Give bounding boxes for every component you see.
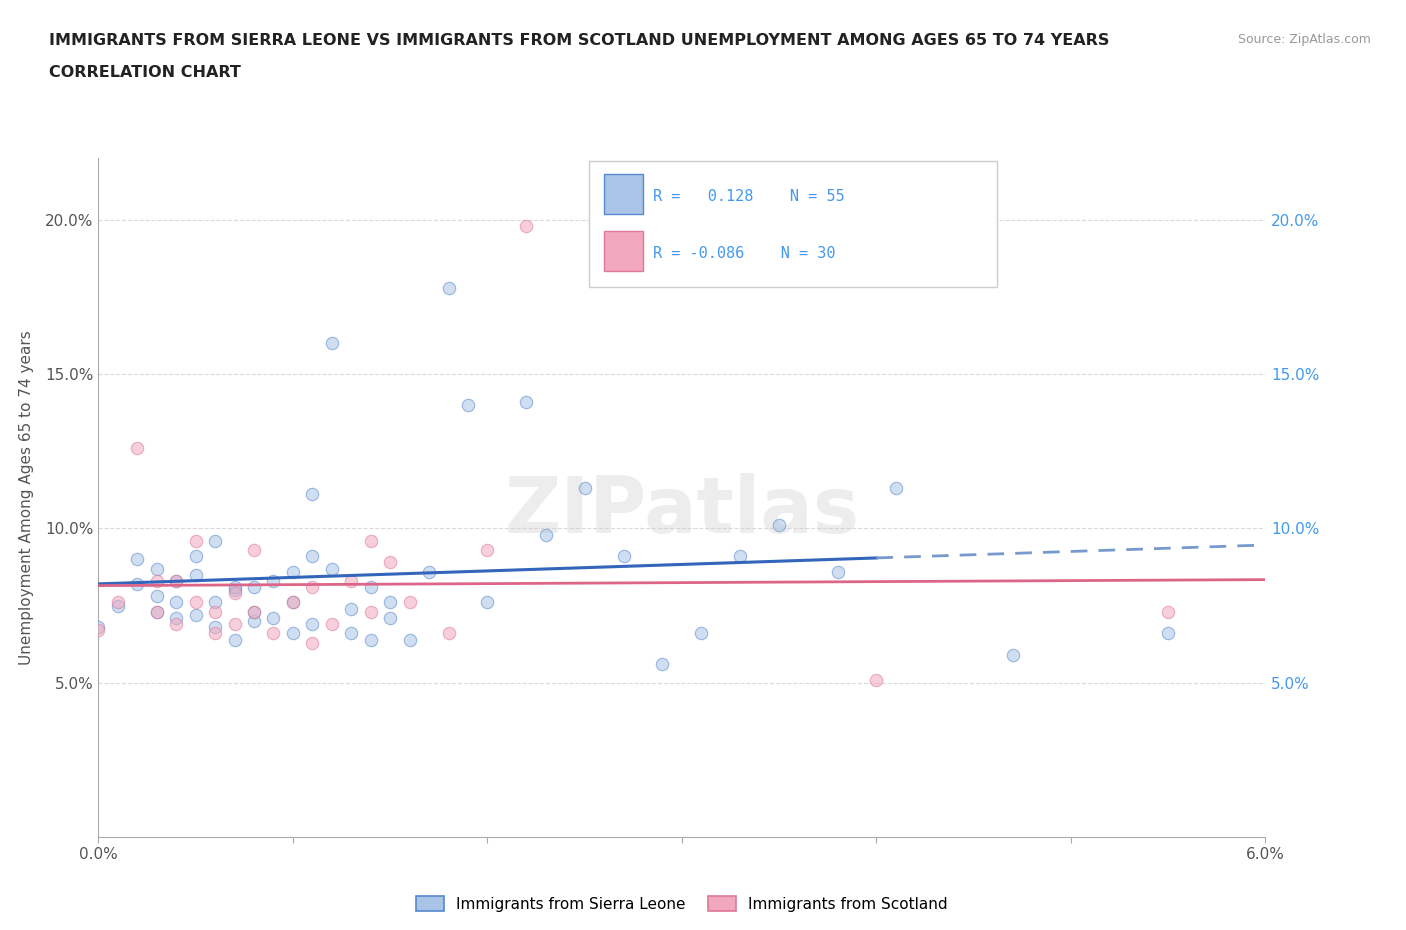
Point [165, 617, 187, 631]
Point [301, 487, 323, 502]
Point [281, 626, 304, 641]
Point [515, 394, 537, 409]
Point [651, 657, 673, 671]
Point [204, 533, 226, 548]
Point [437, 280, 460, 295]
Point [378, 595, 402, 610]
Point [146, 604, 169, 619]
Point [301, 635, 323, 650]
Point [321, 336, 343, 351]
Point [204, 619, 226, 634]
Point [884, 481, 907, 496]
Point [165, 595, 187, 610]
Text: IMMIGRANTS FROM SIERRA LEONE VS IMMIGRANTS FROM SCOTLAND UNEMPLOYMENT AMONG AGES: IMMIGRANTS FROM SIERRA LEONE VS IMMIGRAN… [49, 33, 1109, 47]
Point [262, 610, 284, 625]
Point [378, 555, 402, 570]
Point [281, 595, 304, 610]
Point [224, 632, 246, 647]
Point [146, 561, 169, 576]
Point [398, 595, 420, 610]
Point [1157, 604, 1180, 619]
Point [865, 672, 887, 687]
Point [457, 397, 479, 412]
Point [321, 617, 343, 631]
Point [378, 610, 402, 625]
Point [243, 542, 266, 557]
Point [127, 441, 149, 456]
Point [360, 533, 382, 548]
Point [1157, 626, 1180, 641]
Point [340, 601, 363, 616]
Point [184, 533, 207, 548]
Point [321, 561, 343, 576]
Point [613, 549, 636, 564]
Text: ZIPatlas: ZIPatlas [505, 473, 859, 549]
Point [107, 598, 129, 613]
Text: R = -0.086    N = 30: R = -0.086 N = 30 [652, 246, 835, 261]
Point [301, 549, 323, 564]
Point [87, 623, 110, 638]
Point [360, 579, 382, 594]
Legend: Immigrants from Sierra Leone, Immigrants from Scotland: Immigrants from Sierra Leone, Immigrants… [411, 890, 953, 918]
Point [127, 551, 149, 566]
Point [165, 610, 187, 625]
Text: CORRELATION CHART: CORRELATION CHART [49, 65, 240, 80]
Point [262, 626, 284, 641]
Point [477, 595, 499, 610]
Point [574, 481, 596, 496]
Point [165, 574, 187, 589]
Point [204, 626, 226, 641]
Point [204, 595, 226, 610]
FancyBboxPatch shape [603, 232, 644, 272]
Point [184, 607, 207, 622]
Point [534, 527, 557, 542]
Point [243, 604, 266, 619]
Point [146, 574, 169, 589]
Point [184, 595, 207, 610]
Point [768, 518, 790, 533]
Point [1001, 647, 1024, 662]
Point [301, 579, 323, 594]
Point [262, 574, 284, 589]
Point [398, 632, 420, 647]
Text: Source: ZipAtlas.com: Source: ZipAtlas.com [1237, 33, 1371, 46]
Point [477, 542, 499, 557]
Point [107, 595, 129, 610]
Point [127, 577, 149, 591]
Point [146, 589, 169, 604]
Point [184, 567, 207, 582]
Point [690, 626, 713, 641]
Point [224, 579, 246, 594]
Point [224, 617, 246, 631]
Point [243, 604, 266, 619]
Point [204, 604, 226, 619]
Point [515, 219, 537, 233]
Point [827, 565, 849, 579]
Point [360, 604, 382, 619]
Point [360, 632, 382, 647]
Point [165, 574, 187, 589]
FancyBboxPatch shape [589, 162, 997, 287]
Point [340, 574, 363, 589]
Text: R =   0.128    N = 55: R = 0.128 N = 55 [652, 189, 845, 204]
Point [281, 595, 304, 610]
Point [281, 565, 304, 579]
Point [87, 619, 110, 634]
Point [730, 549, 752, 564]
Point [224, 583, 246, 598]
Point [340, 626, 363, 641]
Point [418, 565, 440, 579]
Point [243, 614, 266, 629]
Point [243, 579, 266, 594]
Point [146, 604, 169, 619]
Point [224, 586, 246, 601]
Point [184, 549, 207, 564]
FancyBboxPatch shape [603, 174, 644, 214]
Point [437, 626, 460, 641]
Y-axis label: Unemployment Among Ages 65 to 74 years: Unemployment Among Ages 65 to 74 years [20, 330, 34, 665]
Point [301, 617, 323, 631]
